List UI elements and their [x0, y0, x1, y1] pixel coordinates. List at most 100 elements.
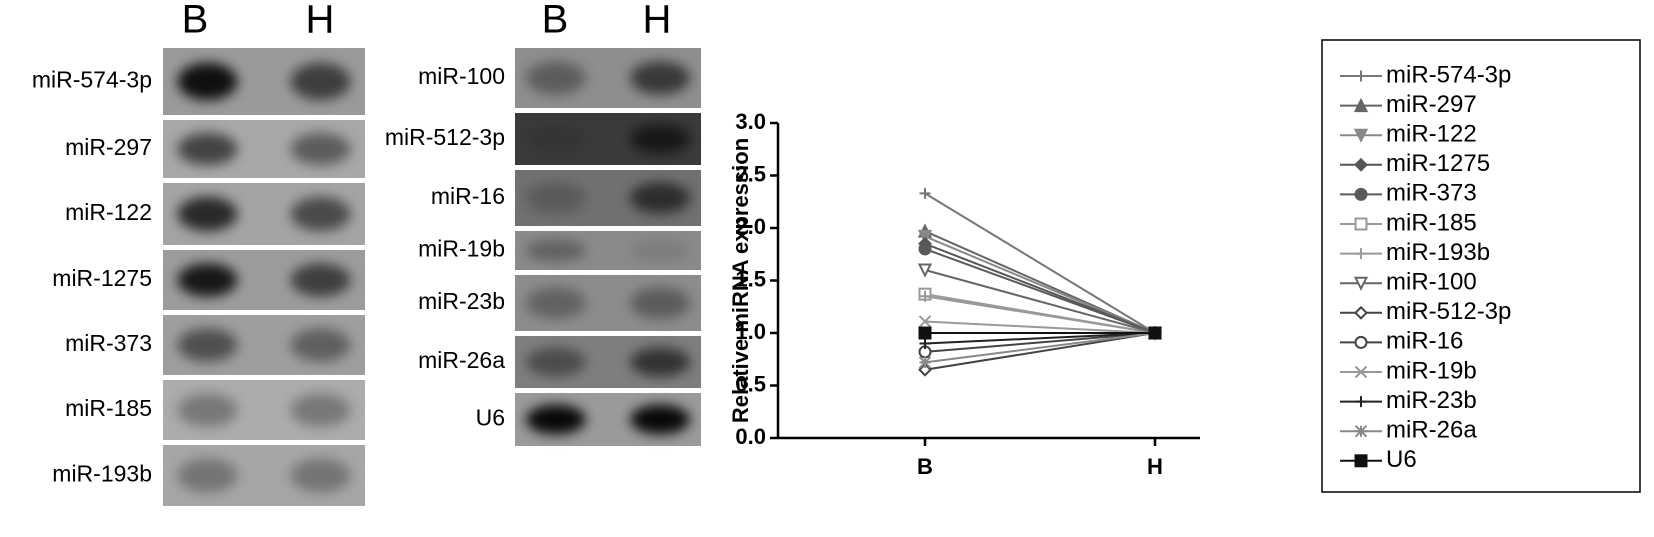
series-line: [924, 332, 1156, 353]
lane-label: B: [182, 0, 209, 42]
row-label: miR-100: [418, 63, 505, 89]
legend-label: U6: [1386, 446, 1417, 473]
band: [525, 404, 586, 435]
legend-label: miR-1275: [1386, 150, 1490, 177]
blot-bands: [525, 347, 691, 377]
band: [525, 61, 586, 95]
series-line: [924, 332, 1156, 345]
row-label: miR-373: [65, 330, 152, 356]
blot-bands: [177, 263, 351, 297]
legend-marker: [1355, 70, 1367, 82]
band: [177, 458, 238, 493]
blot-bands: [525, 124, 691, 154]
band: [525, 124, 586, 154]
row-label: miR-23b: [418, 288, 505, 314]
legend-label: miR-297: [1386, 91, 1477, 118]
band: [290, 458, 351, 493]
y-tick-label: 2.0: [735, 214, 766, 239]
series-line: [924, 320, 1156, 334]
band: [290, 132, 351, 166]
band: [630, 347, 691, 377]
band: [177, 196, 238, 232]
band: [525, 182, 586, 214]
blot-bands: [177, 196, 351, 232]
legend-label: miR-512-3p: [1386, 298, 1511, 325]
blot-bands: [177, 458, 351, 493]
point: [917, 263, 933, 278]
row-label: miR-574-3p: [32, 67, 152, 93]
y-tick-label: 0.5: [735, 371, 766, 396]
lane-label: H: [643, 0, 672, 42]
point: [919, 290, 931, 302]
series-line: [924, 192, 1156, 334]
point: [918, 242, 932, 256]
band: [525, 239, 586, 262]
legend-marker: [1354, 187, 1368, 201]
legend-marker: [1353, 97, 1369, 113]
row-label: miR-19b: [418, 236, 505, 262]
band: [630, 404, 691, 435]
lane-label: H: [306, 0, 335, 42]
point: [918, 356, 932, 369]
band: [630, 239, 691, 262]
legend-marker: [1354, 217, 1368, 231]
point: [919, 338, 931, 349]
legend-marker: [1354, 157, 1368, 172]
legend-label: miR-26a: [1386, 417, 1477, 444]
band: [630, 287, 691, 319]
y-tick-label: 0.0: [735, 424, 766, 449]
blot-bands: [177, 393, 351, 427]
band: [177, 62, 238, 101]
y-tick-label: 2.5: [735, 161, 766, 186]
legend-marker: [1353, 276, 1369, 291]
band: [177, 393, 238, 427]
legend-label: miR-122: [1386, 121, 1477, 148]
legend-label: miR-185: [1386, 209, 1477, 236]
legend-marker: [1354, 454, 1368, 468]
series-line: [924, 235, 1156, 334]
legend-label: miR-100: [1386, 269, 1477, 296]
lane-label: B: [542, 0, 569, 42]
legend-label: miR-19b: [1386, 357, 1477, 384]
blot-bands: [525, 404, 691, 435]
x-tick-label: B: [917, 454, 933, 479]
band: [177, 263, 238, 297]
row-label: miR-297: [65, 134, 152, 160]
legend-label: miR-574-3p: [1386, 61, 1511, 88]
legend-marker: [1354, 305, 1368, 320]
legend-marker: [1354, 335, 1368, 349]
band: [525, 287, 586, 319]
legend-marker: [1354, 365, 1368, 379]
legend-label: miR-23b: [1386, 387, 1477, 414]
blot-bands: [525, 61, 691, 95]
band: [290, 328, 351, 362]
row-label: miR-185: [65, 395, 152, 421]
blot-bands: [525, 182, 691, 214]
blot-bands: [177, 132, 351, 166]
y-tick-label: 3.0: [735, 109, 766, 134]
x-tick-label: H: [1147, 454, 1163, 479]
blot-bands: [525, 287, 691, 319]
y-axis-label: Relative miRNA expression: [728, 138, 753, 423]
legend-marker: [1355, 396, 1367, 408]
point: [918, 362, 932, 377]
row-label: miR-122: [65, 199, 152, 225]
series-line: [924, 295, 1156, 334]
point: [1148, 326, 1162, 340]
series-line: [924, 248, 1156, 334]
band: [177, 328, 238, 362]
legend-marker: [1355, 248, 1367, 260]
band: [525, 347, 586, 377]
point: [918, 326, 932, 340]
series-line: [924, 269, 1156, 334]
band: [630, 61, 691, 95]
y-tick-label: 1.0: [735, 319, 766, 344]
legend-marker: [1353, 128, 1369, 143]
legend-label: miR-16: [1386, 328, 1463, 355]
point: [917, 229, 933, 245]
band: [290, 393, 351, 427]
blot-bands: [177, 62, 351, 101]
row-label: miR-1275: [52, 265, 152, 291]
row-label: miR-16: [431, 183, 505, 209]
